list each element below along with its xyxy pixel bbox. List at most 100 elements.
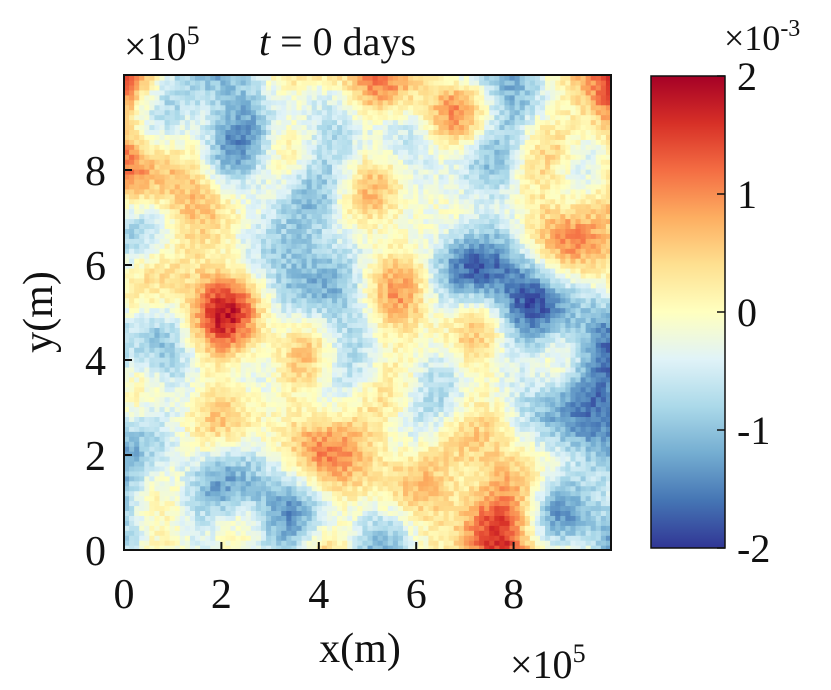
heatmap-cell <box>382 525 389 531</box>
heatmap-cell <box>225 371 232 378</box>
heatmap-cell <box>565 455 572 462</box>
heatmap-cell <box>468 401 475 408</box>
heatmap-cell <box>443 480 450 487</box>
heatmap-cell <box>479 490 485 497</box>
heatmap-cell <box>215 480 221 487</box>
heatmap-cell <box>271 292 277 299</box>
heatmap-cell <box>443 292 450 299</box>
heatmap-cell <box>352 515 358 521</box>
heatmap-cell <box>144 332 150 338</box>
heatmap-cell <box>575 327 582 333</box>
heatmap-cell <box>301 441 308 447</box>
heatmap-cell <box>504 451 511 457</box>
heatmap-cell <box>129 441 135 447</box>
heatmap-cell <box>154 421 161 427</box>
heatmap-cell <box>377 317 384 323</box>
heatmap-cell <box>260 371 267 378</box>
heatmap-cell <box>276 386 282 393</box>
heatmap-cell <box>382 381 389 388</box>
heatmap-cell <box>255 446 262 452</box>
heatmap-cell <box>433 480 440 487</box>
heatmap-cell <box>230 490 237 497</box>
heatmap-cell <box>367 352 374 358</box>
heatmap-cell <box>539 470 546 477</box>
heatmap-cell <box>372 342 379 348</box>
heatmap-cell <box>458 302 465 309</box>
heatmap-cell <box>484 342 490 348</box>
heatmap-cell <box>463 302 470 309</box>
heatmap-cell <box>413 500 419 507</box>
heatmap-cell <box>184 312 191 319</box>
heatmap-cell <box>479 465 485 472</box>
heatmap-cell <box>580 307 587 314</box>
heatmap-cell <box>276 352 282 358</box>
heatmap-cell <box>499 470 506 477</box>
heatmap-cell <box>129 411 135 418</box>
heatmap-cell <box>129 470 135 477</box>
heatmap-cell <box>418 416 424 422</box>
heatmap-cell <box>352 475 358 482</box>
heatmap-cell <box>362 317 369 323</box>
heatmap-cell <box>215 416 221 422</box>
heatmap-cell <box>474 451 480 457</box>
heatmap-cell <box>129 421 135 427</box>
heatmap-cell <box>545 525 551 531</box>
heatmap-cell <box>296 322 303 328</box>
heatmap-cell <box>230 500 237 507</box>
heatmap-cell <box>585 406 592 413</box>
heatmap-cell <box>250 371 257 378</box>
heatmap-cell <box>443 470 450 477</box>
heatmap-cell <box>605 297 611 304</box>
heatmap-cell <box>433 322 440 328</box>
heatmap-cell <box>468 297 475 304</box>
heatmap-cell <box>139 530 145 536</box>
heatmap-cell <box>281 357 287 363</box>
heatmap-cell <box>595 396 602 403</box>
heatmap-cell <box>458 406 465 413</box>
heatmap-cell <box>418 337 424 343</box>
heatmap-cell <box>159 342 166 348</box>
heatmap-cell <box>220 520 227 526</box>
heatmap-cell <box>306 470 313 477</box>
heatmap-cell <box>377 357 384 363</box>
heatmap-cell <box>134 441 140 447</box>
heatmap-cell <box>245 352 252 358</box>
heatmap-cell <box>357 347 364 353</box>
heatmap-cell <box>489 490 495 497</box>
heatmap-cell <box>499 391 506 398</box>
heatmap-cell <box>169 421 176 427</box>
heatmap-cell <box>169 525 176 531</box>
heatmap-cell <box>458 327 465 333</box>
heatmap-cell <box>255 436 262 442</box>
heatmap-cell <box>347 307 353 314</box>
heatmap-cell <box>605 515 611 521</box>
heatmap-cell <box>164 535 171 541</box>
heatmap-cell <box>215 411 221 418</box>
heatmap-cell <box>418 540 424 546</box>
heatmap-cell <box>403 510 409 516</box>
heatmap-cell <box>179 505 186 512</box>
heatmap-cell <box>362 332 369 338</box>
heatmap-cell <box>580 366 587 373</box>
heatmap-cell <box>600 381 607 388</box>
heatmap-cell <box>255 302 262 309</box>
heatmap-cell <box>580 485 587 492</box>
heatmap-cell <box>326 396 333 403</box>
heatmap-cell <box>529 352 536 358</box>
heatmap-cell <box>403 520 409 526</box>
heatmap-cell <box>504 495 511 502</box>
heatmap-cell <box>205 391 211 398</box>
heatmap-cell <box>235 446 242 452</box>
heatmap-cell <box>144 475 150 482</box>
heatmap-cell <box>408 416 414 422</box>
heatmap-cell <box>367 460 374 467</box>
heatmap-cell <box>524 317 531 323</box>
heatmap-cell <box>331 431 338 437</box>
heatmap-cell <box>342 411 348 418</box>
heatmap-cell <box>255 421 262 427</box>
heatmap-cell <box>474 545 480 550</box>
heatmap-cell <box>149 520 156 526</box>
heatmap-cell <box>448 371 455 378</box>
heatmap-cell <box>215 426 221 432</box>
heatmap-cell <box>245 411 252 418</box>
